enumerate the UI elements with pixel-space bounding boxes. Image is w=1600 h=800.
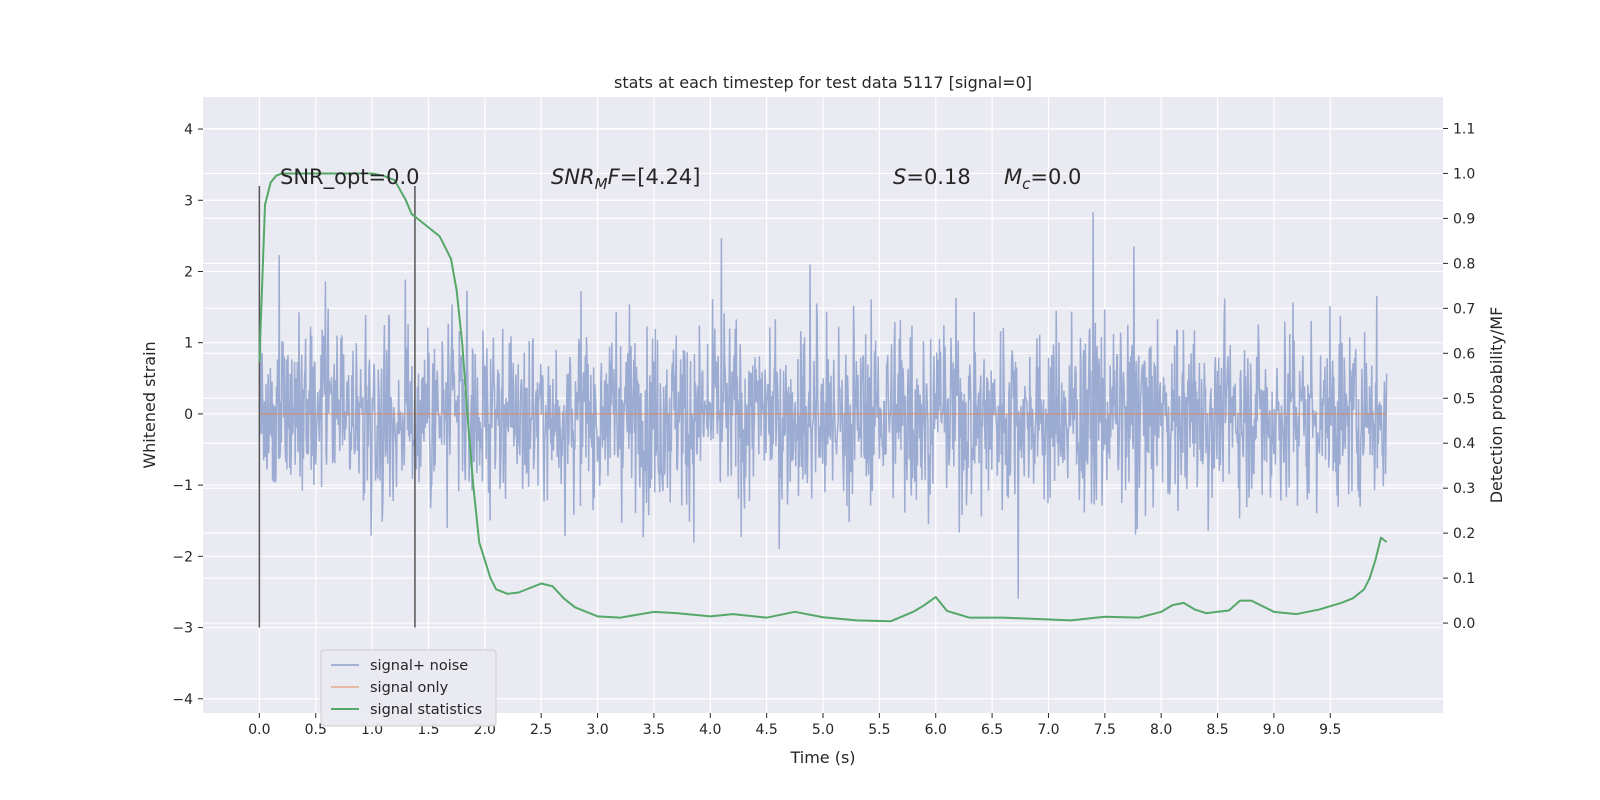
y2-tick-label: 0.7 (1453, 301, 1475, 317)
y2-tick-label: 0.9 (1453, 211, 1475, 227)
y-tick-label: −1 (172, 478, 193, 494)
y2-tick-label: 0.4 (1453, 436, 1475, 452)
x-tick-label: 6.0 (925, 722, 947, 738)
s-symbol: S (893, 165, 906, 189)
mc-symbol: M (1004, 165, 1022, 189)
x-tick-label: 9.5 (1319, 722, 1341, 738)
annotation-s: S=0.18 (893, 165, 971, 189)
s-value: =0.18 (906, 165, 970, 189)
x-tick-label: 5.0 (812, 722, 834, 738)
y2-tick-label: 1.1 (1453, 121, 1475, 137)
y-axis-label: Whitened strain (140, 341, 159, 468)
legend: signal+ noise signal only signal statist… (320, 649, 497, 727)
x-tick-label: 0.0 (248, 722, 270, 738)
x-tick-label: 8.5 (1206, 722, 1228, 738)
x-tick-label: 5.5 (868, 722, 890, 738)
y-tick-label: −2 (172, 549, 193, 565)
mc-value: =0.0 (1030, 165, 1081, 189)
x-axis-label: Time (s) (789, 748, 855, 767)
series-signal-statistics (258, 172, 1388, 623)
legend-box (320, 649, 497, 727)
snr-mf-value: =[4.24] (620, 165, 701, 189)
signal-statistics-line (258, 172, 1388, 623)
x-tick-label: 3.0 (586, 722, 608, 738)
y2-axis-label: Detection probability/MF (1487, 307, 1506, 504)
annotation-snr-opt: SNR_opt=0.0 (280, 165, 420, 190)
series-signal-plus-noise (258, 212, 1388, 599)
y-tick-label: 1 (184, 336, 193, 352)
annotation-mc: Mc=0.0 (1004, 165, 1081, 193)
x-tick-label: 6.5 (981, 722, 1003, 738)
x-tick-label: 2.5 (530, 722, 552, 738)
signal-plus-noise-line (258, 212, 1388, 599)
x-tick-label: 0.5 (305, 722, 327, 738)
x-tick-label: 3.5 (643, 722, 665, 738)
x-tick-label: 7.0 (1037, 722, 1059, 738)
y-tick-label: 3 (184, 193, 193, 209)
x-tick-label: 4.5 (756, 722, 778, 738)
y-tick-label: −3 (172, 621, 193, 637)
snr-mf-subscript: M (595, 175, 608, 193)
x-tick-label: 7.5 (1094, 722, 1116, 738)
mc-subscript: c (1022, 175, 1031, 193)
y2-tick-label: 0.2 (1453, 526, 1475, 542)
y2-tick-label: 0.3 (1453, 481, 1475, 497)
y2-tick-label: 0.6 (1453, 346, 1475, 362)
y2-tick-label: 0.8 (1453, 256, 1475, 272)
x-tick-label: 9.0 (1263, 722, 1285, 738)
legend-label-signal-statistics: signal statistics (370, 702, 482, 718)
y-tick-label: 4 (184, 122, 193, 138)
y2-tick-label: 1.0 (1453, 166, 1475, 182)
annotation-snr-mf: SNRMF=[4.24] (551, 165, 700, 193)
y2-tick-label: 0.5 (1453, 391, 1475, 407)
y-tick-label: 0 (184, 407, 193, 423)
y2-tick-label: 0.1 (1453, 571, 1475, 587)
snr-mf-symbol: SNR (551, 165, 595, 189)
x-tick-label: 8.0 (1150, 722, 1172, 738)
x-tick-label: 4.0 (699, 722, 721, 738)
legend-label-signal-plus-noise: signal+ noise (370, 658, 468, 674)
y-tick-label: −4 (172, 692, 193, 708)
chart-title: stats at each timestep for test data 511… (614, 73, 1032, 92)
y-tick-label: 2 (184, 264, 193, 280)
marker-lines (258, 186, 416, 628)
snr-mf-symbol-f: F (608, 165, 621, 189)
legend-label-signal-only: signal only (370, 680, 449, 696)
y2-axis-ticks: 0.0 0.1 0.2 0.3 0.4 0.5 0.6 0.7 0.8 0.9 1.0 1.1 (1443, 121, 1475, 632)
y-axis-ticks: −4 −3 −2 −1 0 1 2 3 4 (172, 122, 203, 708)
y2-tick-label: 0.0 (1453, 616, 1475, 632)
